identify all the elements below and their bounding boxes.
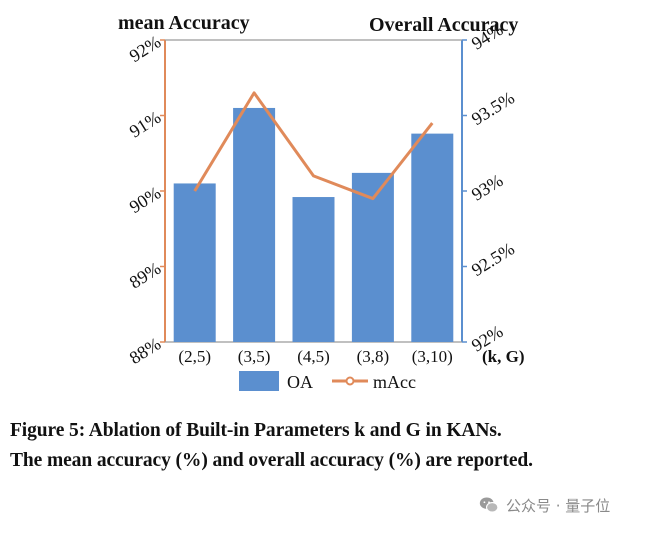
left-tick-label: 90%: [126, 183, 165, 217]
left-tick-label: 91%: [126, 107, 165, 141]
x-tick-label: (4,5): [297, 347, 330, 366]
legend: OA mAcc: [239, 371, 416, 392]
figure-caption: Figure 5: Ablation of Built-in Parameter…: [10, 416, 655, 476]
left-axis-title: mean Accuracy: [118, 12, 250, 34]
chart: mean Accuracy Overall Accuracy (2,5) (3,5…: [118, 12, 525, 392]
x-tick-label: (3,10): [412, 347, 453, 366]
watermark-text: 公众号 · 量子位: [506, 496, 611, 515]
bar-oa-1: [233, 107, 276, 342]
left-tick-label: 88%: [126, 334, 165, 368]
watermark: 公众号 · 量子位: [478, 494, 610, 516]
legend-oa-label: OA: [287, 372, 313, 392]
left-tick-label: 92%: [126, 32, 165, 66]
caption-line-2: The mean accuracy (%) and overall accura…: [10, 450, 533, 471]
wechat-icon: [479, 497, 499, 513]
bar-oa-4: [411, 133, 454, 342]
right-axis-title: Overall Accuracy: [369, 14, 518, 36]
bar-oa-3: [351, 172, 394, 342]
right-tick-label: 92.5%: [468, 238, 518, 280]
x-tick-label: (3,5): [238, 347, 271, 366]
legend-oa-swatch: [239, 371, 279, 391]
x-tick-label: (2,5): [178, 347, 211, 366]
left-tick-label: 89%: [126, 258, 165, 292]
x-tick-label: (3,8): [357, 347, 390, 366]
right-tick-label: 93%: [468, 170, 507, 204]
legend-macc-marker: [345, 376, 355, 386]
bar-oa-0: [173, 183, 216, 342]
right-tick-label: 93.5%: [468, 87, 518, 129]
plot-area: (2,5) (3,5) (4,5) (3,8) (3,10) 88% 89% 90% 91% 92…: [126, 19, 518, 368]
legend-macc-label: mAcc: [373, 372, 416, 392]
bar-oa-2: [292, 197, 335, 342]
macc-line: [193, 91, 434, 201]
x-axis-label: (k, G): [482, 347, 525, 366]
caption-line-1: Figure 5: Ablation of Built-in Parameter…: [10, 420, 502, 441]
